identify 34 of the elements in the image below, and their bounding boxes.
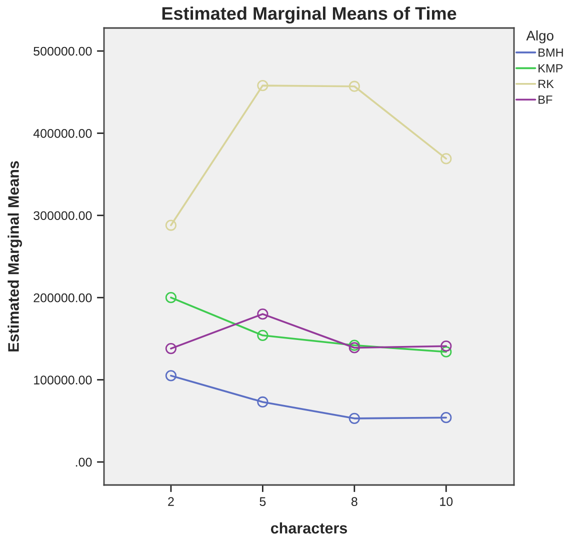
point <box>440 412 452 424</box>
y-tick-label: 300000.00 <box>34 211 92 220</box>
legend-label: KMP <box>538 64 563 72</box>
point <box>165 220 177 231</box>
x-tick-label: 2 <box>168 497 174 506</box>
y-tick-label: 200000.00 <box>34 293 92 302</box>
point <box>440 346 452 358</box>
y-tick-label: 400000.00 <box>33 129 92 138</box>
chart-title: Estimated Marginal Means of Time <box>162 6 456 24</box>
point <box>257 80 268 92</box>
point <box>348 342 360 354</box>
point <box>257 330 268 341</box>
point <box>348 340 360 351</box>
legend-label: BMH <box>538 48 563 57</box>
y-axis-title: Estimated Marginal Means <box>8 161 22 352</box>
x-tick-label: 10 <box>440 497 453 506</box>
legend-title: Algo <box>526 30 554 44</box>
point <box>440 153 452 164</box>
point <box>165 292 177 304</box>
point <box>165 370 177 382</box>
y-tick-label: 100000.00 <box>34 376 92 384</box>
y-tick-label: .00 <box>76 458 92 467</box>
y-tick-label: 500000.00 <box>34 46 92 56</box>
x-axis-title: characters <box>270 522 348 534</box>
x-tick-label: 8 <box>351 497 358 506</box>
point <box>440 340 452 352</box>
point <box>257 396 268 408</box>
point <box>165 343 177 354</box>
x-tick-label: 5 <box>260 497 266 506</box>
point <box>257 308 268 320</box>
legend-label: RK <box>538 80 554 88</box>
point <box>348 80 360 92</box>
point <box>348 412 360 424</box>
legend-label: BF <box>538 96 552 104</box>
